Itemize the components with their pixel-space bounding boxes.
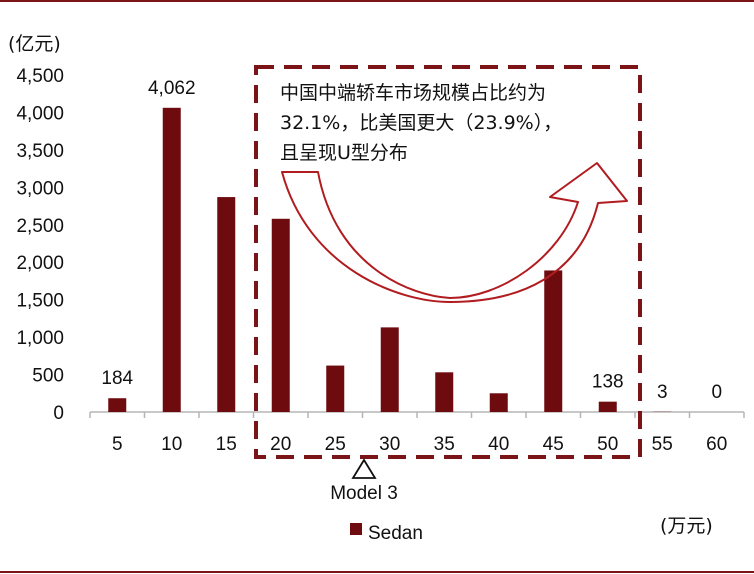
x-tick-label: 10	[161, 434, 182, 455]
model-3-label: Model 3	[330, 483, 398, 504]
data-labels: 184 4,062 138 3 0	[101, 78, 722, 403]
y-tick-label: 1,500	[16, 291, 64, 312]
y-axis-ticks: 0 500 1,000 1,500 2,000 2,500 3,000 3,500 4,000 4…	[16, 66, 64, 424]
x-tick-label: 25	[325, 434, 346, 455]
x-axis	[89, 411, 745, 418]
annotation-line-1: 中国中端轿车市场规模占比约为	[280, 82, 546, 104]
data-label: 0	[711, 382, 722, 403]
y-tick-label: 1,000	[16, 328, 64, 349]
annotation-line-3: 且呈现U型分布	[280, 142, 408, 164]
data-label: 184	[101, 368, 133, 389]
bar	[598, 401, 617, 412]
bar	[489, 393, 508, 412]
bar	[544, 270, 563, 412]
y-tick-label: 500	[32, 366, 64, 387]
x-tick-label: 15	[216, 434, 237, 455]
x-tick-label: 20	[270, 434, 291, 455]
x-tick-label: 40	[488, 434, 509, 455]
x-axis-ticks: 5 10 15 20 25 30 35 40 45 50 55 60	[112, 434, 727, 455]
model-3-marker-icon	[351, 458, 377, 479]
bar	[217, 197, 236, 412]
x-tick-label: 50	[597, 434, 618, 455]
bar	[326, 365, 345, 412]
x-tick-label: 45	[543, 434, 564, 455]
bar	[162, 107, 181, 412]
bottom-rule	[0, 571, 754, 573]
y-tick-label: 3,000	[16, 178, 64, 199]
data-label: 4,062	[148, 78, 196, 99]
bars	[108, 107, 672, 412]
y-tick-label: 3,500	[16, 141, 64, 162]
x-axis-unit-label: (万元)	[660, 515, 713, 537]
y-tick-label: 4,000	[16, 103, 64, 124]
data-label: 138	[592, 372, 624, 393]
y-tick-label: 2,500	[16, 216, 64, 237]
highlight-range-box	[254, 65, 642, 459]
y-tick-label: 2,000	[16, 253, 64, 274]
top-rule	[0, 0, 754, 2]
bar	[108, 398, 127, 412]
x-tick-label: 55	[652, 434, 673, 455]
x-tick-label: 35	[434, 434, 455, 455]
x-tick-label: 30	[379, 434, 400, 455]
legend-label: Sedan	[368, 523, 423, 544]
bar	[271, 218, 290, 412]
bar	[380, 327, 399, 412]
bar	[435, 372, 454, 412]
annotation-line-2: 32.1%，比美国更大（23.9%），	[280, 112, 562, 134]
x-tick-label: 5	[112, 434, 123, 455]
y-tick-label: 0	[53, 403, 64, 424]
u-shape-arrow-icon	[281, 162, 628, 303]
y-tick-label: 4,500	[16, 66, 64, 87]
data-label: 3	[657, 382, 668, 403]
x-tick-label: 60	[706, 434, 727, 455]
y-axis-unit-label: (亿元)	[8, 33, 61, 55]
legend-swatch	[350, 523, 362, 535]
